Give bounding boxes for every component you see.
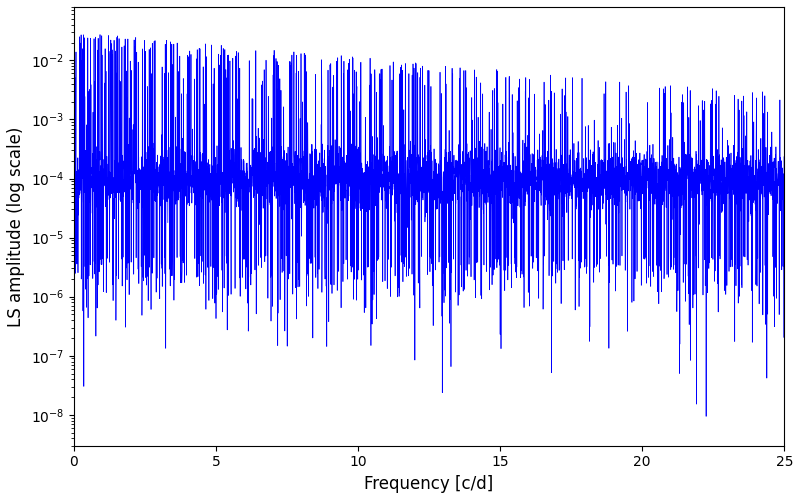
X-axis label: Frequency [c/d]: Frequency [c/d] (364, 475, 494, 493)
Y-axis label: LS amplitude (log scale): LS amplitude (log scale) (7, 126, 25, 326)
